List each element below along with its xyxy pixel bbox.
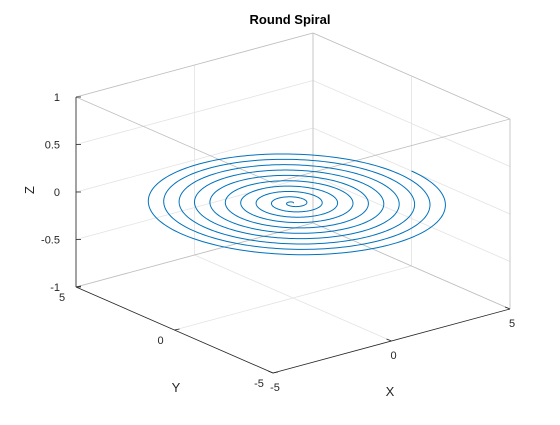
tick-labels: -505-505-1-0.500.51: [41, 92, 515, 394]
y-tick-mark: [272, 371, 279, 374]
grid-line-wall-x-z: [312, 80, 511, 167]
grid-line-wall-y-z: [75, 127, 314, 193]
y-tick-label: -5: [254, 378, 264, 390]
z-tick-label: -1: [50, 282, 60, 294]
x-tick-mark: [504, 306, 511, 310]
z-tick-label: 1: [54, 92, 60, 104]
x-tick-label: 5: [509, 318, 515, 330]
chart-title: Round Spiral: [250, 12, 331, 27]
x-tick-mark: [267, 370, 274, 374]
x-tick-label: 0: [390, 350, 396, 362]
y-axis-label: Y: [172, 380, 181, 395]
box-edge: [272, 118, 511, 184]
grid-line-wall-x-z: [312, 175, 511, 262]
z-tick-label: 0.5: [45, 140, 60, 152]
z-axis-label: Z: [22, 186, 37, 194]
series-layer: [147, 153, 446, 256]
spiral-series-line: [147, 153, 446, 256]
z-tick-label: 0: [54, 187, 60, 199]
box-edge: [75, 32, 314, 98]
y-tick-mark: [174, 328, 180, 331]
x-tick-label: -5: [270, 382, 280, 394]
box-edge: [75, 222, 314, 288]
grid-line-wall-y-z: [75, 80, 314, 145]
x-tick-mark: [386, 338, 392, 342]
box-edge: [75, 96, 274, 184]
box-edge: [312, 32, 511, 120]
y-tick-label: 0: [157, 335, 163, 347]
z-tick-label: -0.5: [41, 235, 60, 247]
grid-line-floor-y: [174, 265, 412, 331]
grid-line-wall-y-z: [75, 175, 314, 240]
x-axis-label: X: [386, 384, 395, 399]
box-edge: [312, 222, 511, 310]
y-tick-label: 5: [59, 292, 65, 304]
